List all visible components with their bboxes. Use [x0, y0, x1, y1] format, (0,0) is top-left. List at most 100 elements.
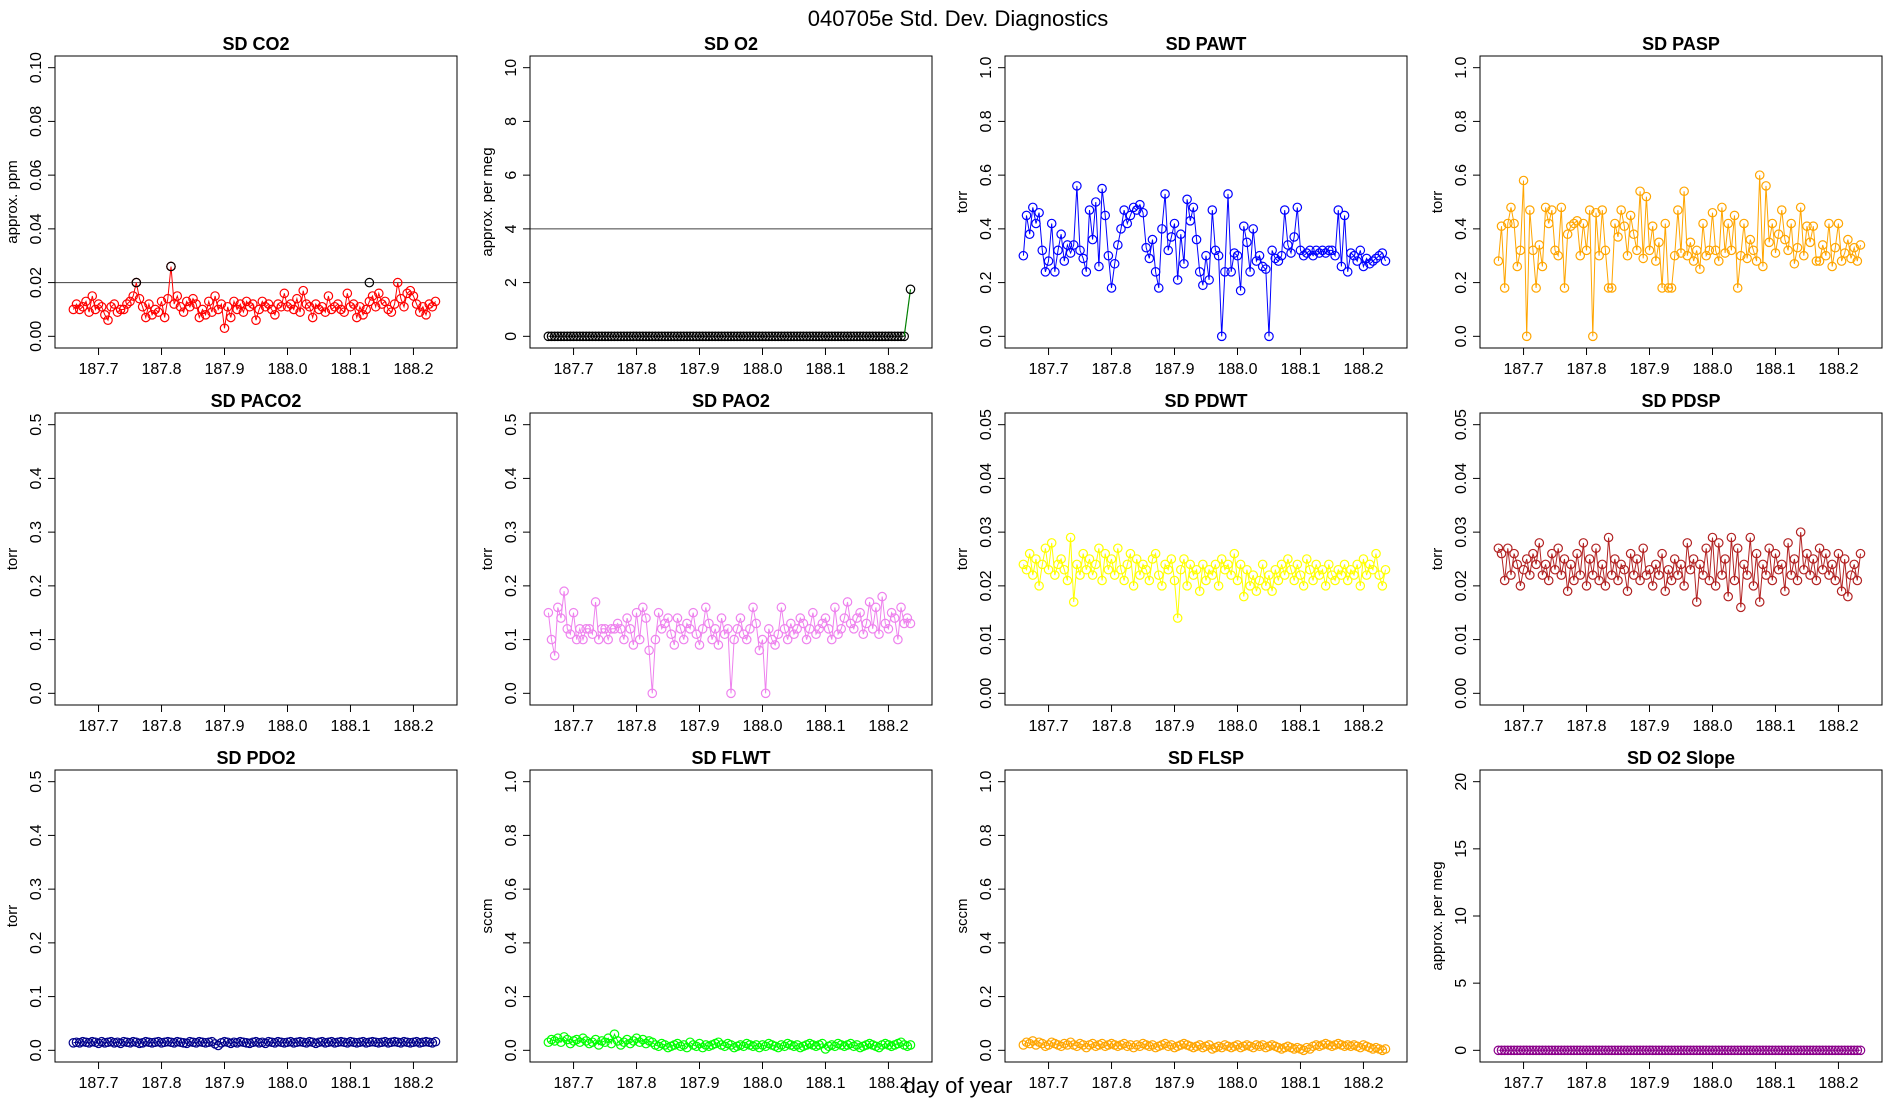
y-tick-label: 0.6: [503, 878, 520, 900]
data-point: [1726, 245, 1737, 256]
data-point: [1547, 548, 1557, 559]
data-point: [1166, 1040, 1177, 1050]
data-point: [1084, 554, 1095, 564]
data-point: [241, 296, 252, 307]
data-point: [638, 331, 648, 342]
data-point: [1698, 218, 1708, 229]
data-point: [1216, 554, 1227, 564]
data-point: [685, 624, 695, 634]
data-point: [792, 624, 802, 634]
data-point: [103, 315, 113, 326]
y-tick-label: 0.02: [1453, 570, 1470, 601]
data-point: [1364, 559, 1375, 570]
data-point: [726, 688, 736, 699]
panel-title: SD FLWT: [692, 748, 771, 768]
data-point: [1248, 224, 1259, 234]
data-point: [1758, 1045, 1768, 1056]
data-point: [229, 1037, 239, 1048]
data-point: [1512, 1045, 1523, 1056]
data-point: [1632, 554, 1642, 564]
data-point: [1374, 250, 1384, 261]
x-tick-label: 188.2: [868, 361, 908, 378]
data-point: [1802, 1045, 1812, 1056]
y-tick-label: 0.2: [503, 985, 520, 1007]
data-point: [421, 310, 431, 320]
x-tick-label: 187.8: [1567, 1075, 1607, 1092]
data-point: [1811, 575, 1822, 586]
data-point: [1660, 586, 1671, 597]
x-tick-label: 188.1: [1755, 361, 1795, 378]
data-point: [1301, 248, 1312, 258]
data-point: [553, 331, 563, 342]
data-point: [219, 1036, 230, 1047]
data-point: [1556, 570, 1567, 580]
data-point: [207, 307, 217, 317]
data-point: [581, 624, 591, 634]
data-point: [87, 1036, 98, 1047]
data-point: [606, 331, 617, 342]
data-point: [128, 1036, 138, 1047]
data-point: [1160, 1038, 1170, 1049]
data-point: [883, 624, 894, 634]
data-point: [634, 1037, 645, 1048]
plot-frame: [1479, 412, 1883, 706]
data-point: [122, 1037, 132, 1048]
data-point: [1204, 564, 1214, 575]
y-tick-label: 0.6: [978, 878, 995, 900]
data-point: [1097, 183, 1107, 194]
x-tick-label: 187.7: [554, 718, 594, 735]
data-point: [1673, 1045, 1683, 1056]
data-point: [263, 1036, 274, 1047]
data-point: [1072, 1041, 1082, 1052]
y-tick-label: 0.0: [28, 1039, 45, 1061]
data-point: [1528, 548, 1538, 559]
y-tick-label: 0.1: [28, 985, 45, 1007]
data-point: [1754, 170, 1765, 180]
data-point: [1651, 559, 1661, 570]
data-point: [644, 645, 654, 656]
data-point: [672, 1038, 683, 1049]
data-point: [238, 307, 249, 317]
data-point: [1676, 248, 1686, 258]
data-point: [1223, 559, 1233, 570]
data-point: [1355, 1042, 1366, 1053]
data-point: [266, 304, 277, 315]
data-point: [1679, 581, 1689, 591]
data-point: [603, 634, 613, 645]
data-point: [1261, 581, 1271, 591]
data-point: [1493, 256, 1504, 266]
plot-frame: [1004, 412, 1408, 706]
y-axis-label: torr: [1429, 548, 1446, 571]
data-point: [826, 634, 837, 645]
data-point: [1097, 575, 1107, 586]
data-point: [1509, 548, 1519, 559]
x-tick-label: 188.2: [1343, 718, 1383, 735]
data-point: [150, 304, 161, 315]
data-point: [1739, 559, 1749, 570]
data-point: [1695, 264, 1705, 274]
series-line: [1497, 532, 1861, 608]
data-point: [1194, 586, 1205, 597]
data-point: [181, 296, 192, 307]
data-point: [1710, 581, 1721, 591]
data-point: [1248, 570, 1259, 580]
data-point: [1525, 205, 1535, 215]
data-point: [235, 299, 246, 309]
data-point: [710, 331, 721, 342]
data-point: [1371, 253, 1381, 264]
data-point: [861, 331, 872, 342]
data-point: [1635, 186, 1645, 197]
data-point: [1286, 564, 1296, 575]
y-tick-label: 6: [503, 171, 520, 180]
data-point: [355, 301, 365, 312]
data-point: [134, 293, 145, 304]
data-point: [1150, 267, 1161, 277]
data-point: [820, 613, 831, 623]
data-point: [745, 624, 755, 634]
y-tick-label: 0.0: [978, 325, 995, 347]
data-point: [1037, 1038, 1048, 1049]
data-point: [779, 624, 790, 634]
data-point: [789, 331, 799, 342]
data-point: [342, 288, 353, 299]
data-point: [559, 1032, 569, 1042]
